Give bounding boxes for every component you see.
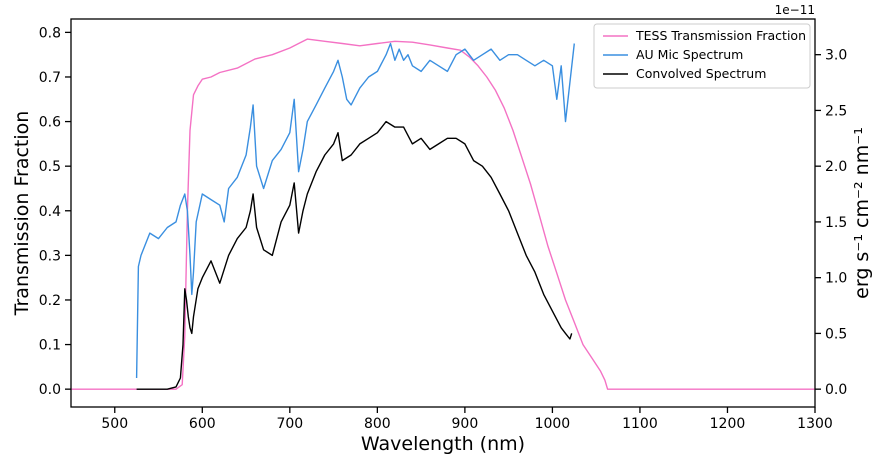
x-axis: 500 600 700 800 900 1000 1100 1200 1300	[101, 407, 833, 432]
au-mic-spectrum-line	[135, 42, 575, 379]
legend: TESS Transmission Fraction AU Mic Spectr…	[593, 23, 811, 89]
tess-transmission-line	[71, 38, 815, 390]
y-left-tick-label: 0.0	[39, 382, 61, 398]
y-right-tick-label: 3.0	[825, 48, 847, 64]
y-left-tick-label: 0.4	[39, 204, 61, 220]
y-left-tick-label: 0.6	[39, 115, 61, 131]
x-tick-label: 900	[452, 416, 479, 432]
y-axis-right-title: erg s⁻¹ cm⁻² nm⁻¹	[851, 127, 873, 299]
y-right-tick-label: 2.5	[825, 103, 847, 119]
y-right-tick-label: 1.0	[825, 271, 847, 287]
y-left-tick-label: 0.8	[39, 25, 61, 41]
x-tick-label: 700	[276, 416, 303, 432]
plot-frame	[70, 18, 816, 408]
y-left-tick-label: 0.1	[39, 338, 61, 354]
series-layer	[71, 38, 815, 390]
x-axis-title: Wavelength (nm)	[361, 433, 525, 455]
x-tick-label: 500	[101, 416, 128, 432]
y-axis-left: 0.0 0.1 0.2 0.3 0.4 0.5 0.6 0.7 0.8	[39, 25, 71, 398]
y-left-tick-label: 0.7	[39, 70, 61, 86]
legend-label-convolved-spectrum: Convolved Spectrum	[636, 66, 766, 81]
x-tick-label: 800	[364, 416, 391, 432]
y-left-tick-label: 0.5	[39, 159, 61, 175]
y-right-tick-label: 2.0	[825, 159, 847, 175]
x-tick-label: 1200	[710, 416, 746, 432]
y-right-tick-label: 0.5	[825, 326, 847, 342]
y-axis-left-title: Transmission Fraction	[11, 111, 33, 317]
y-right-tick-label: 1.5	[825, 215, 847, 231]
x-tick-label: 1300	[797, 416, 833, 432]
legend-label-au-mic-spectrum: AU Mic Spectrum	[636, 47, 743, 62]
x-tick-label: 1000	[535, 416, 571, 432]
right-axis-offset-label: 1e−11	[775, 3, 815, 17]
x-tick-label: 1100	[622, 416, 658, 432]
convolved-spectrum-line	[136, 120, 573, 390]
y-left-tick-label: 0.2	[39, 293, 61, 309]
y-right-tick-label: 0.0	[825, 382, 847, 398]
x-tick-label: 600	[189, 416, 216, 432]
legend-label-tess-transmission: TESS Transmission Fraction	[635, 28, 806, 43]
y-axis-right: 0.0 0.5 1.0 1.5 2.0 2.5 3.0	[815, 48, 847, 398]
legend-box	[593, 23, 811, 89]
y-left-tick-label: 0.3	[39, 248, 61, 264]
